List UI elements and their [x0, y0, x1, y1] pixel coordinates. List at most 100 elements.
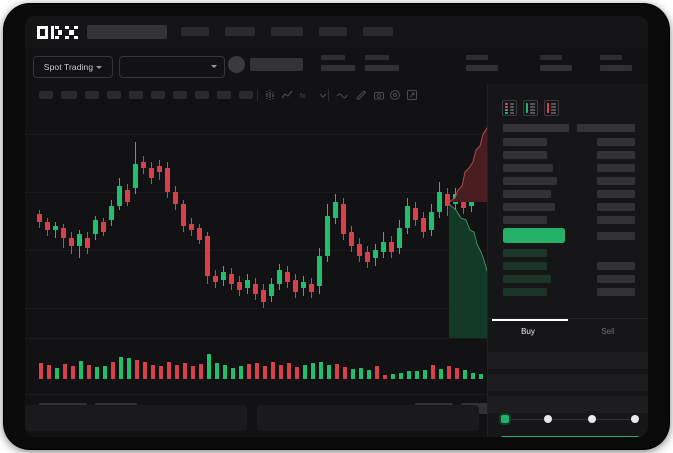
candle-body	[205, 236, 210, 276]
timeframe-1[interactable]	[39, 91, 53, 99]
order-price-field[interactable]	[488, 352, 648, 369]
bid-row-3-price[interactable]	[503, 288, 547, 296]
step-1[interactable]	[501, 415, 509, 423]
active-tab-underline	[492, 319, 568, 321]
bottom-tab-4[interactable]	[461, 403, 499, 414]
line-chart-icon[interactable]	[281, 89, 293, 101]
stat-1-label	[321, 55, 345, 60]
candle-body	[69, 238, 74, 246]
volume-bar-46	[407, 371, 411, 379]
nav-item-1[interactable]	[181, 27, 209, 36]
candle-body	[373, 250, 378, 258]
candlestick-chart-icon[interactable]	[264, 89, 276, 101]
chevron-down-icon[interactable]	[317, 89, 329, 101]
wave-chart-icon[interactable]	[336, 89, 348, 101]
toolbar-divider	[257, 89, 258, 101]
volume-bar-27	[255, 363, 259, 379]
candle-body	[101, 222, 106, 232]
candle-body	[397, 228, 402, 248]
tab-buy[interactable]: Buy	[521, 327, 535, 336]
ask-row-0-price[interactable]	[503, 138, 547, 146]
step-4[interactable]	[631, 415, 639, 423]
ask-row-4-price[interactable]	[503, 190, 551, 198]
indicators-icon[interactable]: fx	[299, 89, 311, 101]
ask-row-6-size	[597, 216, 635, 224]
candlestick-chart[interactable]	[25, 106, 487, 336]
timeframe-9[interactable]	[217, 91, 231, 99]
volume-bar-17	[175, 365, 179, 379]
fullscreen-icon[interactable]	[406, 89, 418, 101]
footer-panel-center	[257, 405, 479, 431]
candle-body	[293, 280, 298, 292]
ask-row-3-size	[597, 177, 635, 185]
orderbook-bids-icon[interactable]	[523, 100, 538, 116]
volume-bar-41	[367, 370, 371, 379]
orderbook-both-icon[interactable]	[502, 100, 517, 116]
trading-pair-select[interactable]	[119, 56, 225, 78]
candle-body	[253, 284, 258, 294]
tab-sell[interactable]: Sell	[601, 327, 615, 336]
order-total-field[interactable]	[488, 396, 648, 413]
ask-row-1-price[interactable]	[503, 151, 547, 159]
timeframe-10[interactable]	[239, 91, 253, 99]
candle-body	[437, 192, 442, 212]
candle-body	[445, 194, 450, 206]
nav-item-4[interactable]	[319, 27, 347, 36]
timeframe-5[interactable]	[129, 91, 143, 99]
volume-bar-32	[295, 367, 299, 379]
amount-percent-stepper[interactable]	[500, 414, 640, 426]
nav-item-2[interactable]	[225, 27, 255, 36]
candle-body	[93, 220, 98, 234]
candle-body	[405, 206, 410, 228]
volume-bar-8	[103, 366, 107, 379]
bid-row-0-price[interactable]	[503, 249, 547, 257]
search-input[interactable]	[87, 25, 167, 39]
volume-bar-39	[351, 369, 355, 379]
volume-bar-5	[79, 361, 83, 379]
timeframe-2[interactable]	[61, 91, 77, 99]
bid-row-2-price[interactable]	[503, 275, 551, 283]
volume-bar-42	[375, 366, 379, 379]
candle-body	[181, 204, 186, 226]
okx-logo[interactable]	[37, 26, 78, 39]
candle-body	[173, 192, 178, 204]
pair-name-label	[250, 58, 303, 71]
candle-body	[429, 212, 434, 230]
timeframe-7[interactable]	[173, 91, 187, 99]
volume-bar-18	[183, 363, 187, 379]
volume-bar-1	[47, 365, 51, 379]
volume-bar-30	[279, 365, 283, 379]
volume-bar-15	[159, 366, 163, 379]
volume-bar-31	[287, 363, 291, 379]
nav-item-3[interactable]	[271, 27, 303, 36]
timeframe-8[interactable]	[195, 91, 209, 99]
bid-row-2-size	[597, 275, 635, 283]
current-price-row[interactable]	[503, 228, 565, 243]
candle-body	[317, 256, 322, 286]
volume-bar-26	[247, 364, 251, 379]
candle-body	[237, 282, 242, 290]
timeframe-3[interactable]	[85, 91, 99, 99]
nav-item-5[interactable]	[363, 27, 393, 36]
candle-body	[301, 282, 306, 288]
volume-bar-19	[191, 366, 195, 379]
ask-row-3-price[interactable]	[503, 177, 557, 185]
camera-icon[interactable]	[373, 89, 385, 101]
ruler-icon[interactable]	[355, 89, 367, 101]
bid-row-1-price[interactable]	[503, 262, 547, 270]
spot-trading-dropdown[interactable]: Spot Trading	[33, 56, 113, 78]
candle-wick	[55, 222, 56, 238]
ask-row-2-price[interactable]	[503, 164, 553, 172]
orderbook-rows[interactable]	[488, 124, 648, 316]
volume-bar-48	[423, 370, 427, 379]
step-2[interactable]	[544, 415, 553, 423]
step-3[interactable]	[587, 415, 596, 423]
timeframe-6[interactable]	[151, 91, 165, 99]
orderbook-asks-icon[interactable]	[544, 100, 559, 116]
timeframe-4[interactable]	[107, 91, 121, 99]
order-amount-field[interactable]	[488, 374, 648, 391]
ask-row-6-price[interactable]	[503, 216, 547, 224]
settings-gear-icon[interactable]	[389, 89, 401, 101]
ask-row-5-price[interactable]	[503, 203, 555, 211]
submit-order-button[interactable]	[500, 436, 640, 437]
